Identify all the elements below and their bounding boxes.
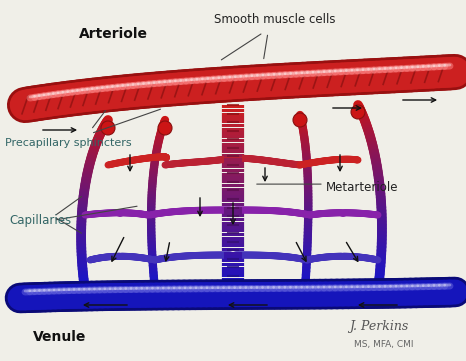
Text: Metarteriole: Metarteriole [326, 181, 399, 194]
Text: MS, MFA, CMI: MS, MFA, CMI [354, 340, 414, 349]
Text: Capillaries: Capillaries [9, 214, 71, 227]
Circle shape [351, 105, 365, 119]
Text: J. Perkins: J. Perkins [350, 320, 409, 333]
Text: Venule: Venule [33, 330, 86, 344]
Circle shape [158, 121, 172, 135]
Text: Precapillary sphincters: Precapillary sphincters [5, 138, 131, 148]
Circle shape [101, 121, 115, 135]
Text: Smooth muscle cells: Smooth muscle cells [214, 13, 336, 26]
Circle shape [293, 113, 307, 127]
Text: Arteriole: Arteriole [79, 27, 148, 41]
